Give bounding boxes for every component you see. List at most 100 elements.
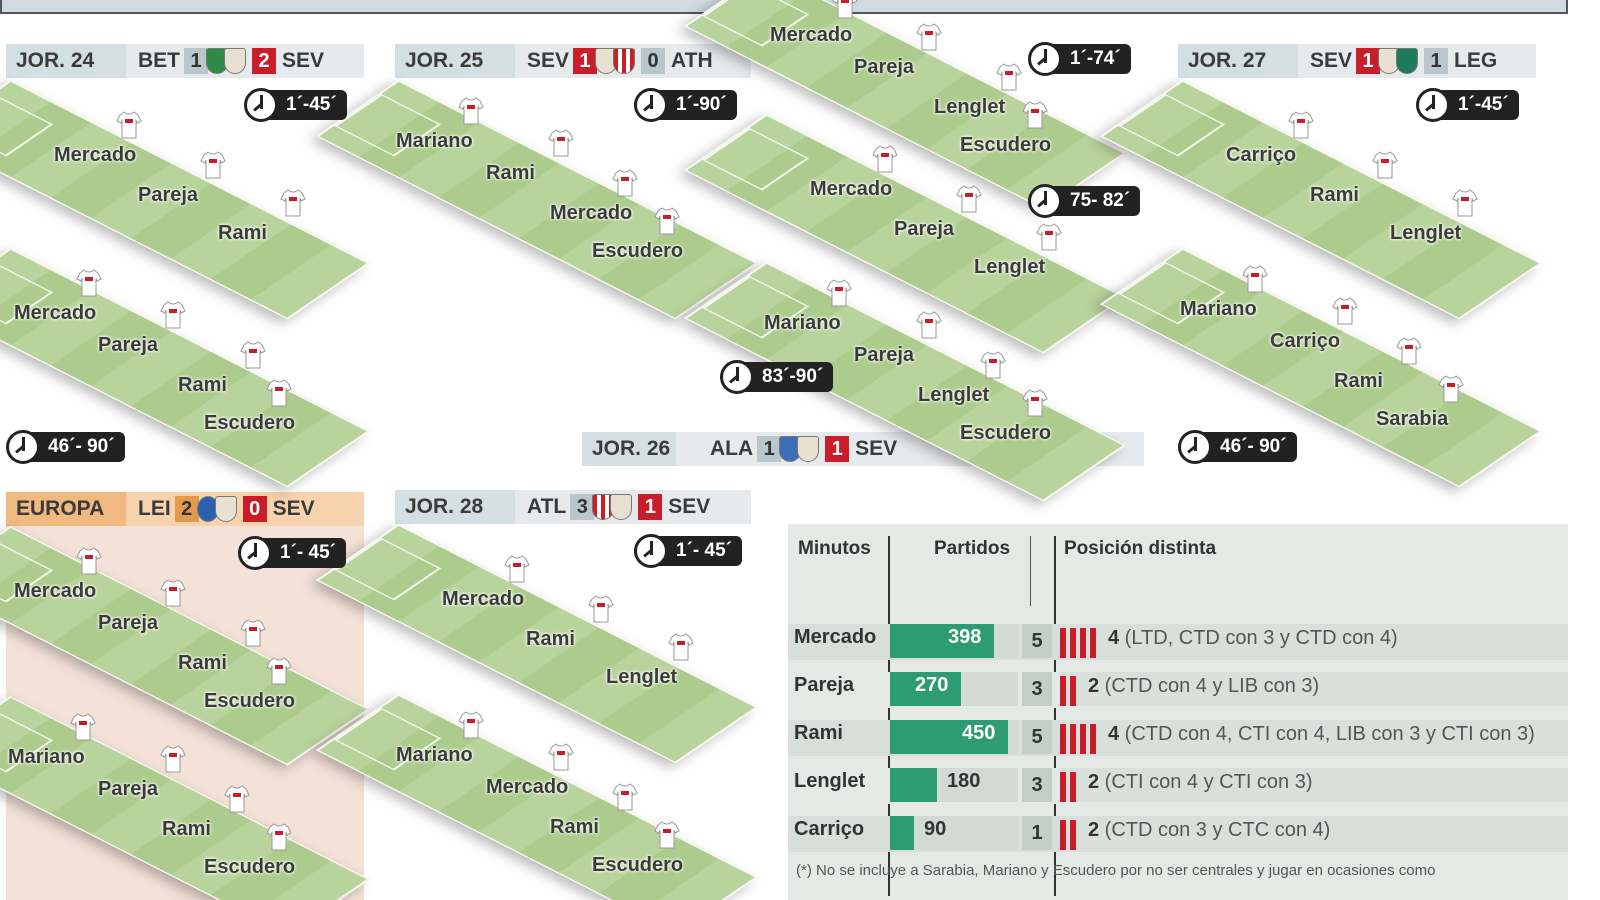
pitch-p2: Mercado Pareja Rami Escudero [0, 248, 370, 488]
player-name: Escudero [204, 412, 296, 434]
shirt-icon [1242, 265, 1268, 293]
position-tick [1090, 724, 1096, 754]
clock-icon [1028, 184, 1062, 218]
shirt-icon [70, 713, 96, 741]
shirt-icon [458, 711, 484, 739]
team-crests-icon [595, 48, 636, 74]
shirt-icon [826, 279, 852, 307]
position-ticks [1060, 820, 1080, 850]
shirt-icon [1022, 101, 1048, 129]
position-tick [1080, 724, 1086, 754]
table-row: Carriço 90 1 2 (CTD con 3 y CTC con 4) [788, 816, 1568, 852]
shirt-icon [458, 97, 484, 125]
player-name: Pareja [894, 218, 955, 240]
divider [1030, 536, 1031, 606]
team-crests-icon [1378, 48, 1419, 74]
away-team: LEG [1454, 49, 1498, 72]
position-tick [1060, 772, 1066, 802]
player-name: Rami [162, 818, 211, 840]
pitch-p6: Mariano Pareja Lenglet Escudero [683, 262, 1126, 502]
player-name: Escudero [592, 854, 684, 876]
shirt-icon [76, 547, 102, 575]
shirt-icon [1372, 151, 1398, 179]
clock-badge: 1´-74´ [1028, 42, 1131, 76]
table-row: Lenglet 180 3 2 (CTI con 4 y CTI con 3) [788, 768, 1568, 804]
position-tick [1070, 820, 1076, 850]
clock-badge: 46´- 90´ [6, 430, 125, 464]
minutes-range: 46´- 90´ [48, 436, 115, 457]
player-name: Mariano [8, 746, 85, 768]
matches-count: 3 [1022, 768, 1052, 802]
shirt-icon [980, 351, 1006, 379]
position-detail: (CTI con 4 y CTI con 3) [1099, 771, 1313, 793]
shirt-icon [266, 823, 292, 851]
away-score: 1 [638, 494, 663, 520]
shirt-icon [916, 311, 942, 339]
shirt-icon [668, 633, 694, 661]
home-team: SEV [527, 49, 570, 72]
position-tick [1060, 724, 1066, 754]
penalty-box [0, 93, 54, 157]
shirt-icon [280, 189, 306, 217]
home-score: 1 [1356, 48, 1381, 74]
shirt-icon [872, 145, 898, 173]
position-detail: (CTD con 3 y CTC con 4) [1099, 819, 1331, 841]
player-name: Lenglet [1390, 222, 1462, 244]
position-tick [1070, 676, 1076, 706]
divider [1054, 536, 1056, 896]
shirt-icon [160, 745, 186, 773]
player-name: Carriço [1270, 330, 1341, 352]
player-name: Escudero [960, 422, 1052, 444]
player-name: Rami [550, 816, 599, 838]
player-name: Rami [1334, 370, 1383, 392]
home-team: ATL [527, 495, 567, 518]
shirt-icon [240, 619, 266, 647]
position-count: 2 [1088, 675, 1100, 697]
player-name: Pareja [854, 344, 915, 366]
shirt-icon [160, 301, 186, 329]
player-name: Mercado [442, 588, 525, 610]
match-header-europa: EUROPA LEI 2 0 SEV [6, 492, 364, 526]
penalty-box [1118, 93, 1226, 157]
player-name: Mercado [486, 776, 569, 798]
matches-count: 3 [1022, 672, 1052, 706]
player-name: Rami [178, 652, 227, 674]
away-score: 2 [252, 48, 276, 74]
match-header-j28: JOR. 28 ATL 3 1 SEV [395, 490, 751, 524]
minutes-range: 1´-74´ [1070, 48, 1121, 69]
home-team: LEI [138, 497, 171, 520]
position-ticks [1060, 628, 1100, 658]
shirt-icon [832, 0, 858, 19]
player-name: Escudero [204, 690, 296, 712]
player-name: Rami [218, 222, 267, 244]
minutes-value: 180 [947, 770, 981, 792]
position-text: 4 (CTD con 4, CTI con 4, LIB con 3 y CTI… [1108, 723, 1535, 746]
shirt-icon [224, 785, 250, 813]
table-row: Pareja 270 3 2 (CTD con 4 y LIB con 3) [788, 672, 1568, 708]
position-cell: 4 (LTD, CTD con 3 y CTD con 4) [1060, 624, 1568, 658]
clock-icon [1416, 88, 1450, 122]
home-score: 2 [174, 496, 199, 522]
team-crests-icon [196, 496, 237, 522]
player-name: Escudero [204, 856, 296, 878]
position-count: 4 [1108, 723, 1120, 745]
minutes-value: 398 [948, 626, 982, 648]
minutes-range: 46´- 90´ [1220, 436, 1287, 457]
shirt-icon [654, 821, 680, 849]
clock-badge: 1´-45´ [244, 88, 347, 122]
footnote: (*) No se incluye a Sarabia, Mariano y E… [796, 862, 1436, 879]
pitch-p10: Mariano Pareja Rami Escudero [0, 696, 370, 900]
shirt-icon [1036, 223, 1062, 251]
player-name: Escudero [960, 134, 1052, 156]
position-count: 4 [1108, 627, 1120, 649]
player-name: Pareja [98, 334, 159, 356]
shirt-icon [266, 657, 292, 685]
clock-icon [634, 88, 668, 122]
matchday-label: EUROPA [6, 492, 126, 526]
position-tick [1090, 628, 1096, 658]
away-score: 0 [641, 48, 666, 74]
minutes-value: 270 [915, 674, 949, 696]
shirt-icon [548, 129, 574, 157]
table-row: Rami 450 5 4 (CTD con 4, CTI con 4, LIB con… [788, 720, 1568, 756]
position-ticks [1060, 676, 1080, 706]
